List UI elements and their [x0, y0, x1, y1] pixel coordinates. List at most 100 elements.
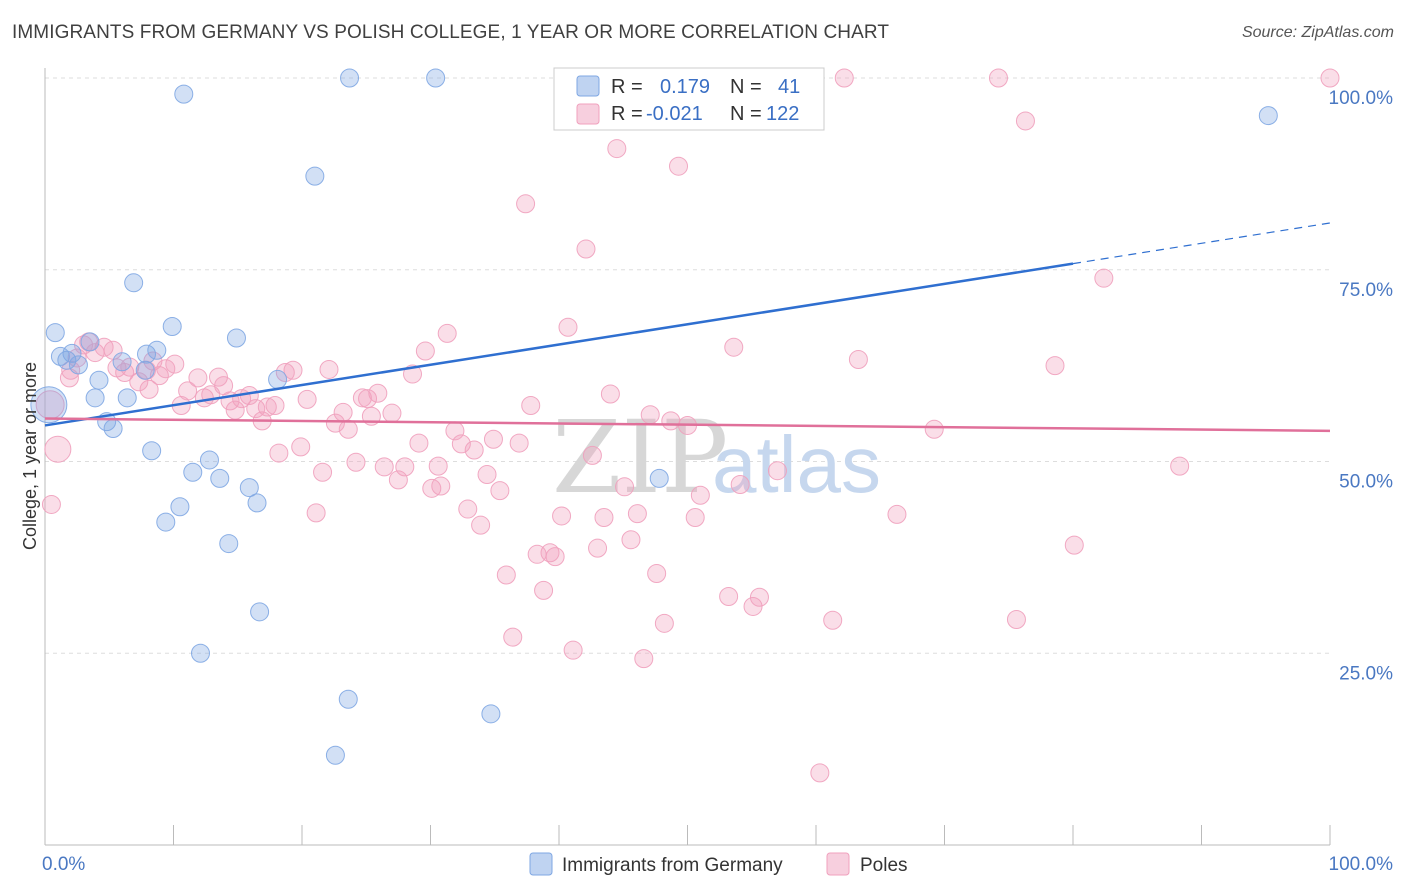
point-germany-13	[124, 273, 144, 293]
point-poles-106	[767, 461, 787, 481]
point-germany-23	[190, 643, 210, 663]
point-poles-16	[139, 379, 159, 399]
point-germany-38	[649, 468, 669, 488]
point-poles-75	[521, 396, 541, 416]
point-poles-45	[333, 402, 353, 422]
point-poles-39	[291, 437, 311, 457]
point-poles-64	[451, 434, 471, 454]
point-poles-102	[724, 337, 744, 357]
point-poles-72	[503, 627, 523, 647]
point-poles-116	[1045, 356, 1065, 376]
point-poles-83	[576, 239, 596, 259]
point-germany-11	[112, 352, 132, 372]
bottom-legend-label-germany: Immigrants from Germany	[562, 855, 783, 876]
point-germany-8	[89, 370, 109, 390]
point-germany-34	[338, 689, 358, 709]
point-poles-120	[1320, 68, 1340, 88]
point-poles-77	[534, 580, 554, 600]
point-germany-15	[137, 344, 157, 364]
point-germany-0	[30, 386, 68, 424]
point-poles-94	[647, 563, 667, 583]
point-poles-61	[431, 476, 451, 496]
point-poles-38	[283, 360, 303, 380]
bottom-legend-label-poles: Poles	[860, 855, 908, 876]
legend-r-value-poles: -0.021	[646, 103, 703, 125]
tick-labels: 25.0% 50.0% 75.0% 100.0% 0.0% 100.0%	[42, 88, 1393, 875]
point-germany-4	[62, 343, 82, 363]
point-poles-105	[749, 587, 769, 607]
point-germany-16	[142, 441, 162, 461]
point-germany-22	[183, 462, 203, 482]
point-poles-70	[490, 481, 510, 501]
point-poles-90	[621, 530, 641, 550]
point-poles-99	[685, 507, 705, 527]
point-poles-100	[690, 485, 710, 505]
point-germany-18	[156, 512, 176, 532]
point-poles-67	[471, 515, 491, 535]
point-poles-40	[297, 389, 317, 409]
point-poles-103	[730, 475, 750, 495]
y-tick-label-50: 50.0%	[1339, 472, 1393, 493]
watermark: ZIP atlas	[552, 399, 881, 516]
point-poles-14	[129, 372, 149, 392]
point-germany-20	[170, 497, 190, 517]
point-poles-81	[558, 317, 578, 337]
trend-line-germany-extension	[1072, 222, 1331, 265]
point-poles-57	[409, 433, 429, 453]
point-germany-26	[219, 534, 239, 554]
point-germany-32	[305, 166, 325, 186]
point-poles-88	[607, 139, 627, 159]
bottom-legend-swatch-poles	[826, 852, 850, 876]
point-poles-36	[269, 443, 289, 463]
legend-n-label-germany: N =	[730, 76, 762, 98]
point-poles-53	[382, 403, 402, 423]
point-poles-104	[743, 596, 763, 616]
point-poles-114	[1006, 610, 1026, 630]
point-germany-6	[80, 332, 100, 352]
point-poles-111	[887, 504, 907, 524]
point-poles-86	[594, 507, 614, 527]
point-poles-46	[338, 419, 358, 439]
point-germany-33	[325, 745, 345, 765]
series-germany-points	[30, 68, 1278, 765]
point-poles-62	[437, 323, 457, 343]
point-poles-79	[545, 547, 565, 567]
legend-swatch-germany	[576, 75, 600, 97]
point-germany-39	[1258, 106, 1278, 126]
y-axis-label: College, 1 year or more	[20, 362, 40, 550]
point-poles-55	[395, 457, 415, 477]
point-poles-110	[848, 349, 868, 369]
point-poles-34	[257, 397, 277, 417]
point-poles-87	[600, 384, 620, 404]
point-germany-35	[340, 68, 360, 88]
point-germany-21	[174, 84, 194, 104]
point-poles-97	[669, 156, 689, 176]
point-poles-112	[924, 419, 944, 439]
point-poles-35	[265, 396, 285, 416]
bottom-legend-swatch-germany	[529, 852, 553, 876]
point-poles-109	[834, 68, 854, 88]
point-poles-48	[352, 388, 372, 408]
point-poles-119	[1170, 456, 1190, 476]
point-poles-89	[615, 477, 635, 497]
y-tick-label-25: 25.0%	[1339, 663, 1393, 684]
point-poles-43	[319, 359, 339, 379]
point-poles-47	[346, 452, 366, 472]
point-poles-95	[654, 613, 674, 633]
point-poles-60	[428, 456, 448, 476]
legend-r-label-germany: R =	[611, 76, 643, 98]
point-poles-101	[719, 586, 739, 606]
watermark-zip: ZIP	[552, 399, 728, 516]
point-poles-91	[627, 504, 647, 524]
point-poles-52	[374, 457, 394, 477]
point-poles-115	[1015, 111, 1035, 131]
legend-n-value-germany: 41	[778, 76, 800, 98]
point-poles-73	[509, 433, 529, 453]
point-poles-65	[458, 499, 478, 519]
point-poles-108	[823, 610, 843, 630]
point-poles-93	[640, 405, 660, 425]
point-poles-68	[477, 465, 497, 485]
point-germany-30	[250, 602, 270, 622]
trend-lines	[44, 222, 1331, 433]
